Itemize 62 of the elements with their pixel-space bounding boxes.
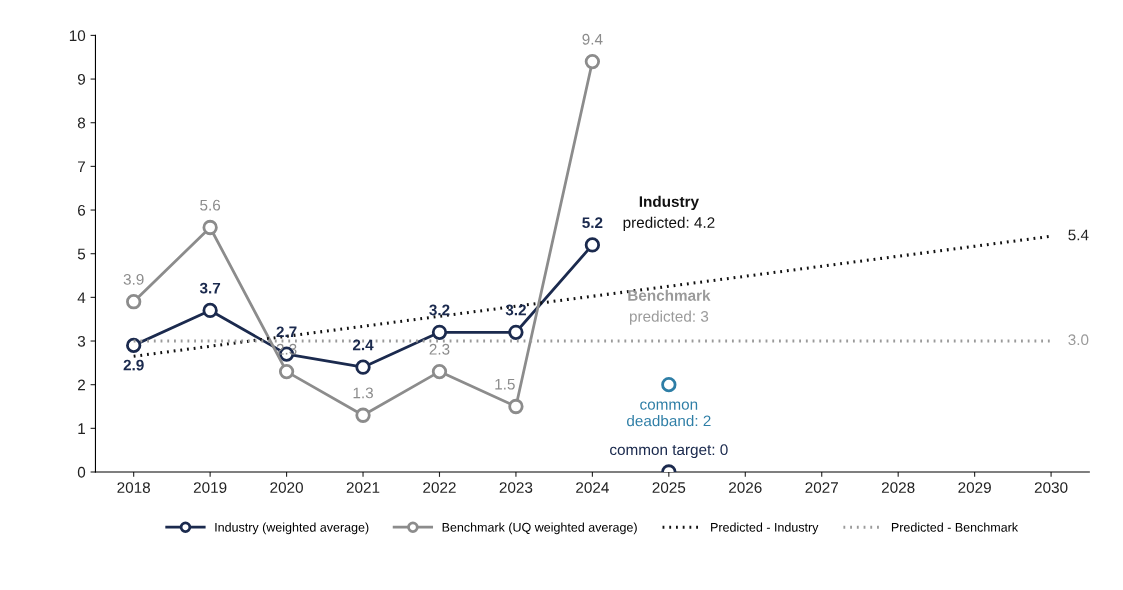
x-tick-label: 2018 — [117, 482, 151, 493]
point — [126, 337, 142, 354]
data-label: 2.3 — [429, 343, 450, 355]
x-tick-label: 2021 — [346, 482, 380, 493]
data-label: 3.2 — [429, 304, 450, 316]
legend-label: Benchmark (UQ weighted average) — [442, 522, 637, 535]
y-tick-label: 2 — [78, 379, 85, 391]
data-label: 2.4 — [352, 339, 374, 351]
x-tick-label: 2023 — [499, 482, 533, 493]
data-label: 3.7 — [199, 282, 221, 294]
point — [431, 363, 448, 380]
x-tick-label: 2024 — [576, 482, 609, 493]
point — [126, 294, 142, 310]
data-label: 2.3 — [276, 343, 297, 355]
data-label: 5.2 — [582, 217, 603, 229]
x-tick-label: 2028 — [881, 482, 915, 493]
x-tick-label: 2025 — [652, 482, 686, 493]
data-label: 3.0 — [1068, 334, 1089, 346]
x-tick-label: 2022 — [423, 482, 456, 493]
point — [584, 53, 601, 70]
x-tick-label: 2020 — [270, 482, 303, 493]
data-label: 2.7 — [276, 326, 297, 338]
point — [355, 359, 371, 375]
y-tick-label: 3 — [77, 335, 86, 347]
y-tick-label: 5 — [77, 248, 86, 260]
y-tick-label: 4 — [77, 292, 86, 303]
data-label: 2.9 — [123, 359, 144, 371]
legend-label: Industry (weighted average) — [215, 522, 369, 535]
point — [508, 398, 524, 415]
point — [202, 302, 218, 319]
data-label: 9.4 — [582, 33, 603, 45]
y-tick-label: 6 — [78, 204, 86, 216]
x-tick-label: 2027 — [805, 482, 838, 493]
point — [431, 324, 448, 340]
y-tick-label: 7 — [78, 161, 85, 172]
y-tick-label: 10 — [69, 30, 86, 42]
point — [661, 377, 677, 393]
x-tick-label: 2026 — [729, 482, 762, 493]
point — [355, 407, 371, 423]
point — [278, 363, 295, 380]
point — [508, 324, 524, 340]
legend-label: Predicted - Benchmark — [891, 522, 1019, 532]
y-tick-label: 1 — [78, 423, 85, 434]
y-tick-label: 0 — [77, 466, 86, 478]
x-tick-label: 2030 — [1034, 482, 1068, 493]
data-label: common deadband: 2 — [627, 401, 711, 427]
y-tick-label: 9 — [77, 73, 86, 85]
annotation: Benchmark predicted: 3 — [628, 289, 711, 325]
point — [202, 219, 218, 236]
data-label: 1.5 — [495, 378, 515, 390]
legend-label: Predicted - Industry — [711, 522, 819, 535]
y-tick-label: 8 — [77, 117, 86, 129]
data-label: common target: 0 — [610, 444, 728, 459]
data-label: 5.4 — [1068, 229, 1089, 241]
point — [584, 237, 601, 253]
x-tick-label: 2029 — [958, 482, 991, 493]
data-label: 1.3 — [353, 387, 373, 399]
data-label: 3.2 — [505, 304, 526, 316]
data-label: 3.9 — [123, 274, 144, 285]
annotation: Industry predicted: 4.2 — [623, 195, 715, 231]
data-label: 5.6 — [200, 199, 221, 211]
x-tick-label: 2019 — [193, 482, 227, 493]
